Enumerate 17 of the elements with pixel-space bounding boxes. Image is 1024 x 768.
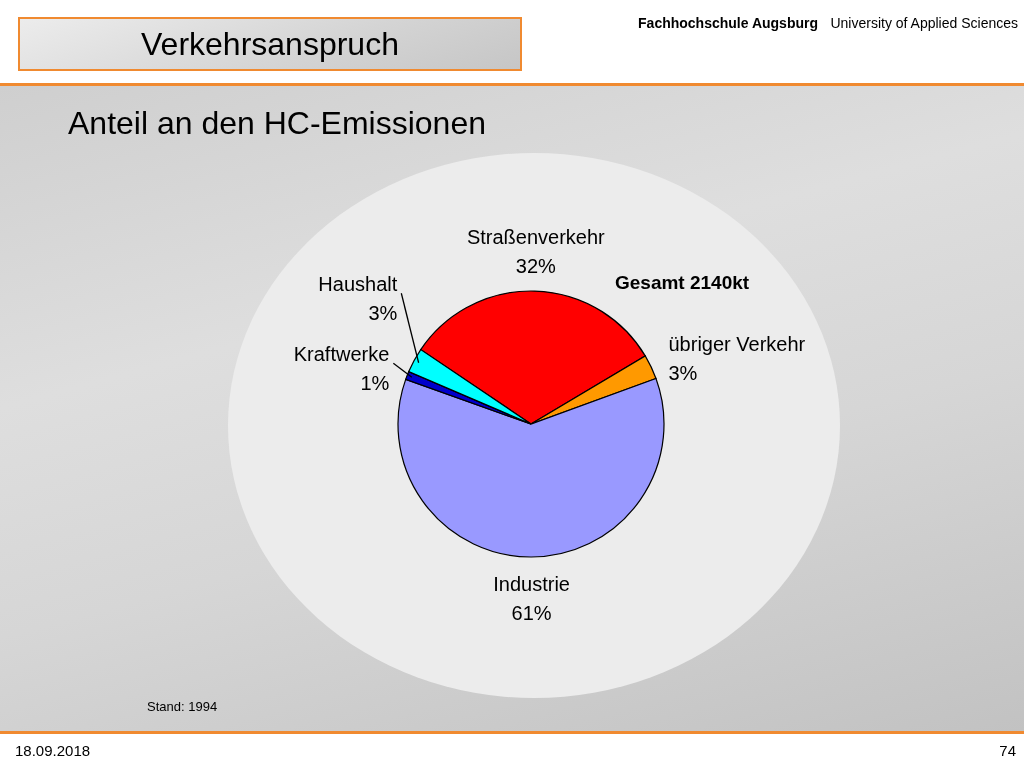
text: Fachhochschule Augsburg [638,14,818,32]
slice-label: Kraftwerke [293,342,390,365]
text: University of Applied Sciences [830,14,1018,32]
data-label: 3% [668,362,698,385]
text: Gesamt 2140kt [615,271,750,294]
slice-label: Haushalt [318,272,398,295]
slice-label: übriger Verkehr [668,333,806,356]
text: 18.09.2018 [15,741,91,760]
slice-label: Straßenverkehr [466,225,606,248]
data-label: 61% [511,602,552,625]
slice-label: Industrie [493,573,570,596]
data-label: 32% [515,254,557,277]
chart-subtitle: Anteil an den HC-Emissionen [68,104,486,143]
data-label: 3% [368,301,398,324]
text: 74 [999,741,1016,760]
text: Stand: 1994 [147,698,218,715]
data-label: 1% [360,371,390,394]
